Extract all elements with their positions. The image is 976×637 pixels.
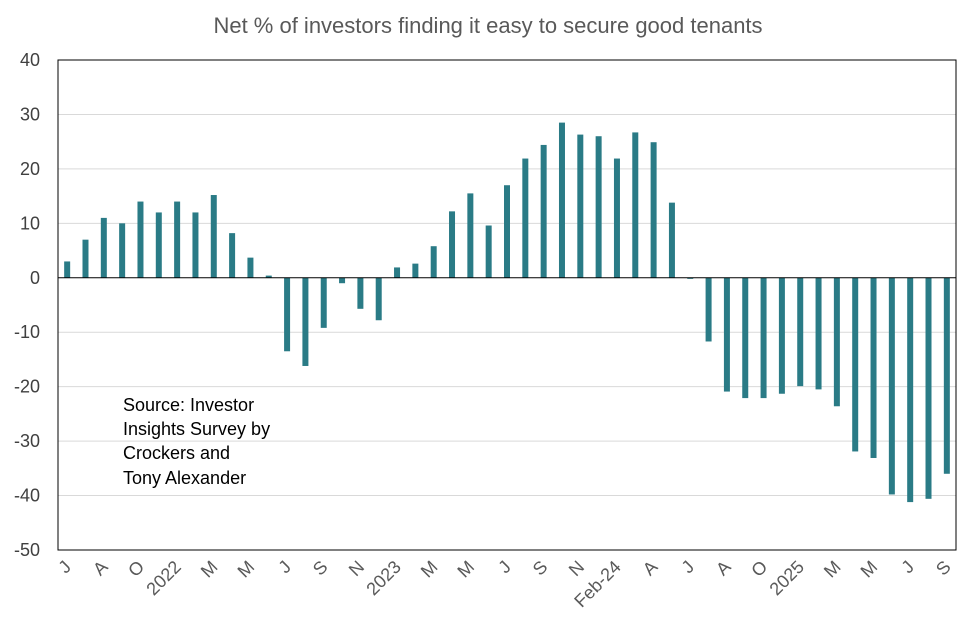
x-tick-label: M (857, 557, 882, 582)
x-tick-label: M (453, 557, 478, 582)
annotation-line-2: Insights Survey by (123, 419, 270, 439)
y-tick-label: -20 (14, 377, 40, 397)
bar (760, 277, 767, 399)
bar (64, 261, 71, 278)
y-tick-label: 10 (20, 213, 40, 233)
x-tick-label: M (234, 557, 259, 582)
x-tick-label: A (639, 557, 662, 580)
bar (632, 132, 639, 278)
annotation-line-1: Source: Investor (123, 395, 254, 415)
bar (192, 212, 199, 278)
y-tick-label: -30 (14, 431, 40, 451)
bar (82, 239, 89, 278)
x-tick-label: M (197, 557, 222, 582)
bar (577, 134, 584, 278)
bar (650, 142, 657, 278)
source-annotation: Source: Investor Insights Survey by Croc… (123, 395, 270, 488)
x-tick-label: S (529, 557, 552, 580)
x-tick-label: A (712, 557, 735, 580)
x-tick-label: J (54, 557, 75, 578)
x-tick-label: A (89, 557, 112, 580)
bar (852, 277, 859, 452)
y-tick-label: -40 (14, 486, 40, 506)
bar (742, 277, 749, 399)
x-tick-label: M (417, 557, 442, 582)
y-axis-ticks: 40 30 20 10 0 -10 -20 -30 -40 -50 (14, 50, 40, 560)
x-tick-label: J (494, 557, 515, 578)
plot-area-border (57, 59, 957, 551)
bar (540, 144, 547, 278)
x-tick-label: J (898, 557, 919, 578)
bar (229, 233, 236, 278)
bar (430, 246, 437, 278)
bar (833, 277, 840, 407)
bar (558, 122, 565, 278)
bar (357, 277, 364, 309)
bar (907, 277, 914, 503)
bar (210, 195, 217, 278)
bar (522, 158, 529, 278)
y-tick-label: 30 (20, 104, 40, 124)
bar (888, 277, 895, 495)
bar (265, 275, 272, 278)
bar (668, 202, 675, 278)
bar (815, 277, 822, 390)
x-tick-label: N (345, 557, 368, 580)
bar (723, 277, 730, 392)
bars (64, 122, 950, 503)
bar (394, 267, 401, 278)
bar (485, 225, 492, 278)
x-tick-label: 2025 (766, 557, 808, 599)
y-tick-label: 40 (20, 50, 40, 70)
bar (504, 185, 510, 278)
chart-title: Net % of investors finding it easy to se… (213, 13, 762, 38)
bar (870, 277, 877, 458)
x-tick-label: S (932, 557, 955, 580)
x-tick-label: 2023 (362, 557, 404, 599)
x-tick-label: M (820, 557, 845, 582)
y-tick-label: -50 (14, 540, 40, 560)
annotation-line-3: Crockers and (123, 443, 230, 463)
annotation-line-4: Tony Alexander (123, 468, 246, 488)
x-tick-label: S (309, 557, 332, 580)
bar (320, 277, 327, 328)
bar (302, 277, 309, 366)
bar (412, 263, 419, 278)
x-tick-label: J (678, 557, 699, 578)
y-tick-label: -10 (14, 322, 40, 342)
bar (943, 277, 950, 474)
bar (613, 158, 620, 278)
bar (797, 277, 804, 387)
bar (705, 277, 712, 342)
bar (449, 211, 456, 278)
bar (137, 201, 144, 278)
bar (375, 277, 382, 321)
bar (155, 212, 162, 278)
x-tick-label: O (124, 557, 148, 581)
bar (778, 277, 785, 394)
bar (247, 257, 254, 278)
y-tick-label: 20 (20, 159, 40, 179)
bar (284, 277, 291, 352)
y-tick-label: 0 (30, 268, 40, 288)
x-tick-label: O (747, 557, 771, 581)
bar (119, 223, 126, 278)
bar (174, 201, 181, 278)
bar (100, 217, 107, 278)
bar (925, 277, 932, 499)
bar (467, 193, 474, 278)
x-tick-label: N (565, 557, 588, 580)
bar (339, 277, 346, 284)
bar (595, 136, 602, 278)
bar (687, 277, 694, 279)
x-tick-label: 2022 (142, 557, 184, 599)
x-tick-label: J (274, 557, 295, 578)
